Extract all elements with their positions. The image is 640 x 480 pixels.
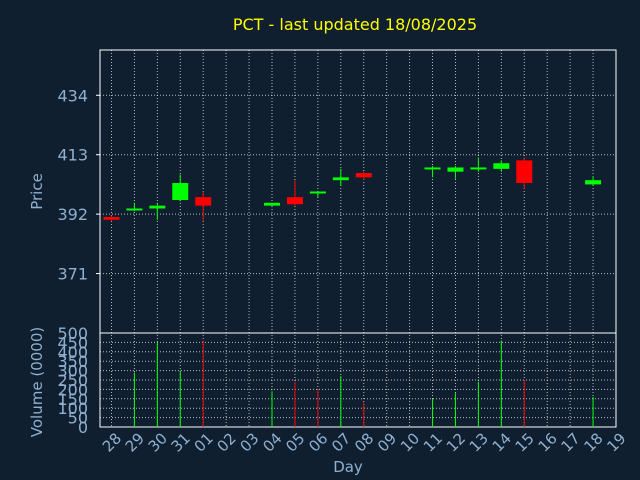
volume-tick-label: 300 <box>57 362 88 381</box>
volume-tick-label: 200 <box>57 380 88 399</box>
x-axis-label: Day <box>333 458 363 476</box>
volume-tick-label: 350 <box>57 352 88 371</box>
price-axis-label: Price <box>28 173 46 210</box>
volume-tick-label: 250 <box>57 371 88 390</box>
chart-title: PCT - last updated 18/08/2025 <box>233 15 477 34</box>
candle-body <box>195 197 212 206</box>
candle-body <box>332 177 349 181</box>
candle-body <box>447 167 464 172</box>
volume-panel-frame <box>99 332 617 428</box>
price-tick-label: 371 <box>57 265 88 284</box>
candle-body <box>493 163 510 169</box>
price-tick-label: 413 <box>57 146 88 165</box>
price-tick-label: 392 <box>57 205 88 224</box>
volume-tick-label: 0 <box>78 418 88 437</box>
price-tick-label: 434 <box>57 86 88 105</box>
candle-body <box>470 167 487 170</box>
volume-tick-label: 100 <box>57 399 88 418</box>
candle-body <box>516 160 533 184</box>
x-tick-label: 19 <box>603 429 629 455</box>
candle-body <box>585 180 602 185</box>
volume-axis-label: Volume (0000) <box>28 327 46 437</box>
volume-tick-label: 150 <box>57 390 88 409</box>
candle-body <box>103 216 120 220</box>
candle-body <box>286 197 303 205</box>
candle-body <box>264 202 280 206</box>
candle-body <box>309 191 326 194</box>
volume-tick-label: 500 <box>57 324 88 343</box>
candle-body <box>172 183 189 200</box>
volume-tick-label: 400 <box>57 343 88 362</box>
candle-body <box>424 167 441 170</box>
candle-body <box>149 205 166 209</box>
volume-tick-label: 50 <box>68 409 88 428</box>
candle-body <box>355 173 372 178</box>
volume-tick-label: 450 <box>57 333 88 352</box>
candle-body <box>126 208 143 211</box>
